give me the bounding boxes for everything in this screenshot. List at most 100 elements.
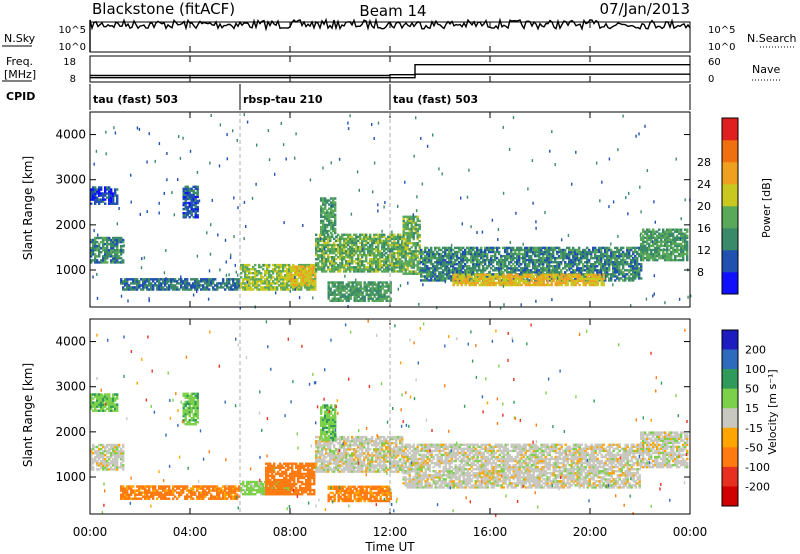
heatmap-cell [254,280,257,283]
heatmap-cell [414,229,417,233]
heatmap-cell [367,283,370,286]
heatmap-cell [264,280,267,283]
heatmap-cell [333,293,336,296]
heatmap-cell [298,265,301,268]
heatmap-cell [276,263,279,267]
heatmap-cell [100,188,103,191]
heatmap-cell [290,277,293,281]
heatmap-cell [387,247,390,251]
heatmap-cell [580,275,583,279]
heatmap-cell [333,247,336,251]
heatmap-cell [404,250,407,253]
heatmap-cell [198,282,201,285]
heatmap-cell [240,263,243,267]
heatmap-cell [142,278,145,281]
heatmap-cell [399,266,402,269]
heatmap-cell [90,238,93,242]
heatmap-cell [377,260,380,263]
heatmap-cell [171,191,173,195]
heatmap-cell [498,277,501,281]
heatmap-cell [349,262,351,266]
heatmap-cell [373,233,376,237]
heatmap-cell [406,219,409,223]
heatmap-cell [498,246,501,250]
heatmap-cell [345,285,348,288]
heatmap-cell [333,251,336,255]
heatmap-cell [379,285,382,288]
heatmap-cell [174,284,177,287]
heatmap-cell [375,247,378,251]
heatmap-cell [304,263,307,267]
heatmap-cell [322,203,325,206]
heatmap-cell [317,247,320,251]
heatmap-cell [371,123,373,126]
heatmap-cell [116,188,119,191]
heatmap-cell [375,241,378,245]
heatmap-cell [355,258,358,261]
heatmap-cell [112,238,115,242]
heatmap-cell [192,197,195,201]
heatmap-cell [244,276,247,279]
heatmap-cell [333,285,336,288]
heatmap-cell [381,233,384,237]
heatmap-cell [158,278,161,281]
heatmap-cell [363,237,366,241]
heatmap-cell [335,266,338,269]
heatmap-cell [381,293,384,296]
heatmap-cell [334,201,337,204]
heatmap-cell [341,237,344,241]
heatmap-cell [412,237,415,241]
heatmap-cell [146,284,149,287]
heatmap-cell [242,288,245,291]
heatmap-cell [110,198,113,201]
heatmap-cell [132,278,135,281]
heatmap-cell [341,266,344,269]
heatmap-cell [122,449,125,453]
heatmap-cell [270,282,273,285]
heatmap-cell [654,220,656,224]
heatmap-cell [282,288,285,291]
heatmap-cell [96,255,99,258]
heatmap-cell [324,207,327,210]
heatmap-cell [381,254,384,257]
heatmap-cell [420,275,423,278]
heatmap-cell [294,283,297,287]
heatmap-cell [358,188,360,192]
heatmap-cell [182,197,185,201]
heatmap-cell [345,245,348,249]
heatmap-cell [375,283,378,286]
heatmap-cell [182,191,185,195]
heatmap-cell [272,276,275,279]
heatmap-cell [315,262,318,265]
heatmap-cell [280,286,283,289]
heatmap-cell [383,205,385,209]
heatmap-cell [327,245,330,249]
heatmap-cell [349,114,351,118]
heatmap-cell [182,187,185,191]
heatmap-cell [418,235,421,239]
heatmap-cell [246,288,249,291]
heatmap-cell [470,225,472,229]
heatmap-cell [424,265,427,268]
heatmap-cell [113,126,115,130]
heatmap-cell [381,295,384,298]
heatmap-cell [218,164,221,168]
heatmap-cell [327,237,330,241]
heatmap-cell [98,236,101,240]
heatmap-cell [640,267,643,270]
heatmap-cell [184,195,187,199]
heatmap-cell [232,278,235,281]
heatmap-cell [402,223,405,227]
heatmap-cell [377,245,380,249]
heatmap-cell [602,273,605,277]
heatmap-cell [108,249,111,252]
heatmap-cell [335,254,338,257]
heatmap-cell [367,268,370,271]
heatmap-cell [196,283,198,287]
heatmap-cell [321,262,324,265]
heatmap-cell [416,235,419,239]
heatmap-cell [321,233,324,237]
heatmap-cell [361,297,364,300]
heatmap-cell [371,293,374,296]
heatmap-cell [327,289,330,292]
